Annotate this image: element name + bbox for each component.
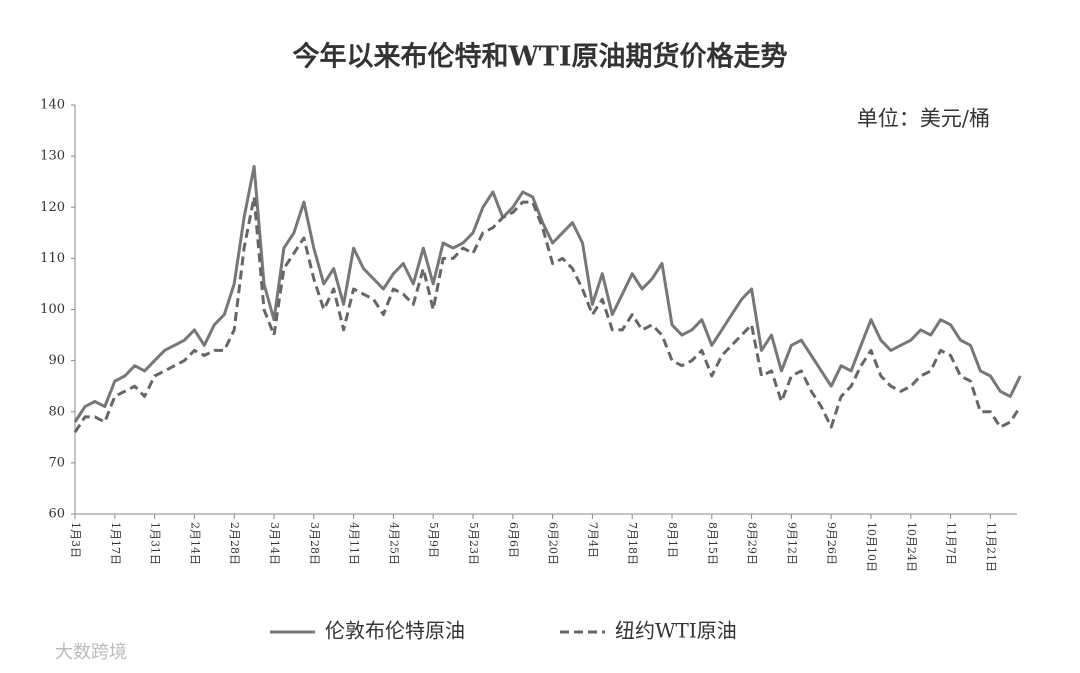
y-tick-label: 100 (40, 302, 65, 317)
x-tick-label: 1月3日 (69, 522, 82, 558)
x-tick-label: 6月20日 (547, 522, 560, 565)
y-tick-label: 120 (40, 200, 65, 215)
x-tick-label: 3月14日 (268, 522, 281, 565)
x-tick-label: 1月31日 (149, 522, 162, 565)
y-tick-label: 80 (48, 404, 65, 419)
x-tick-label: 1月17日 (109, 522, 122, 565)
x-tick-label: 2月14日 (188, 522, 201, 565)
x-tick-label: 8月29日 (746, 522, 759, 565)
y-tick-label: 60 (48, 507, 65, 522)
x-tick-label: 10月10日 (865, 522, 878, 572)
watermark: 大数跨境 (55, 642, 127, 663)
x-tick-label: 9月12日 (785, 522, 798, 565)
series-line (73, 164, 1022, 423)
x-tick-label: 4月25日 (387, 522, 400, 565)
x-tick-label: 3月28日 (308, 522, 321, 565)
x-tick-label: 7月18日 (626, 522, 639, 565)
y-tick-label: 70 (48, 455, 65, 470)
x-tick-label: 4月11日 (348, 522, 361, 565)
y-tick-label: 130 (40, 149, 65, 164)
y-tick-label: 140 (40, 98, 65, 113)
x-tick-label: 5月9日 (427, 522, 440, 558)
x-tick-label: 8月1日 (666, 522, 679, 558)
legend-label: 纽约WTI原油 (615, 619, 737, 643)
x-tick-label: 9月26日 (825, 522, 838, 565)
x-tick-label: 5月23日 (467, 522, 480, 565)
legend-label: 伦敦布伦特原油 (325, 619, 465, 643)
x-tick-label: 6月6日 (507, 522, 520, 558)
x-tick-label: 7月4日 (586, 522, 599, 558)
x-tick-label: 2月28日 (228, 522, 241, 565)
x-tick-label: 8月15日 (706, 522, 719, 565)
x-tick-label: 11月7日 (945, 522, 958, 565)
unit-label: 单位：美元/桶 (857, 107, 990, 131)
series-line (73, 195, 1022, 434)
y-tick-label: 110 (40, 251, 65, 266)
x-tick-label: 11月21日 (984, 522, 997, 572)
chart-title: 今年以来布伦特和WTI原油期货价格走势 (292, 41, 787, 73)
x-tick-label: 10月24日 (905, 522, 918, 572)
y-tick-label: 90 (48, 353, 65, 368)
